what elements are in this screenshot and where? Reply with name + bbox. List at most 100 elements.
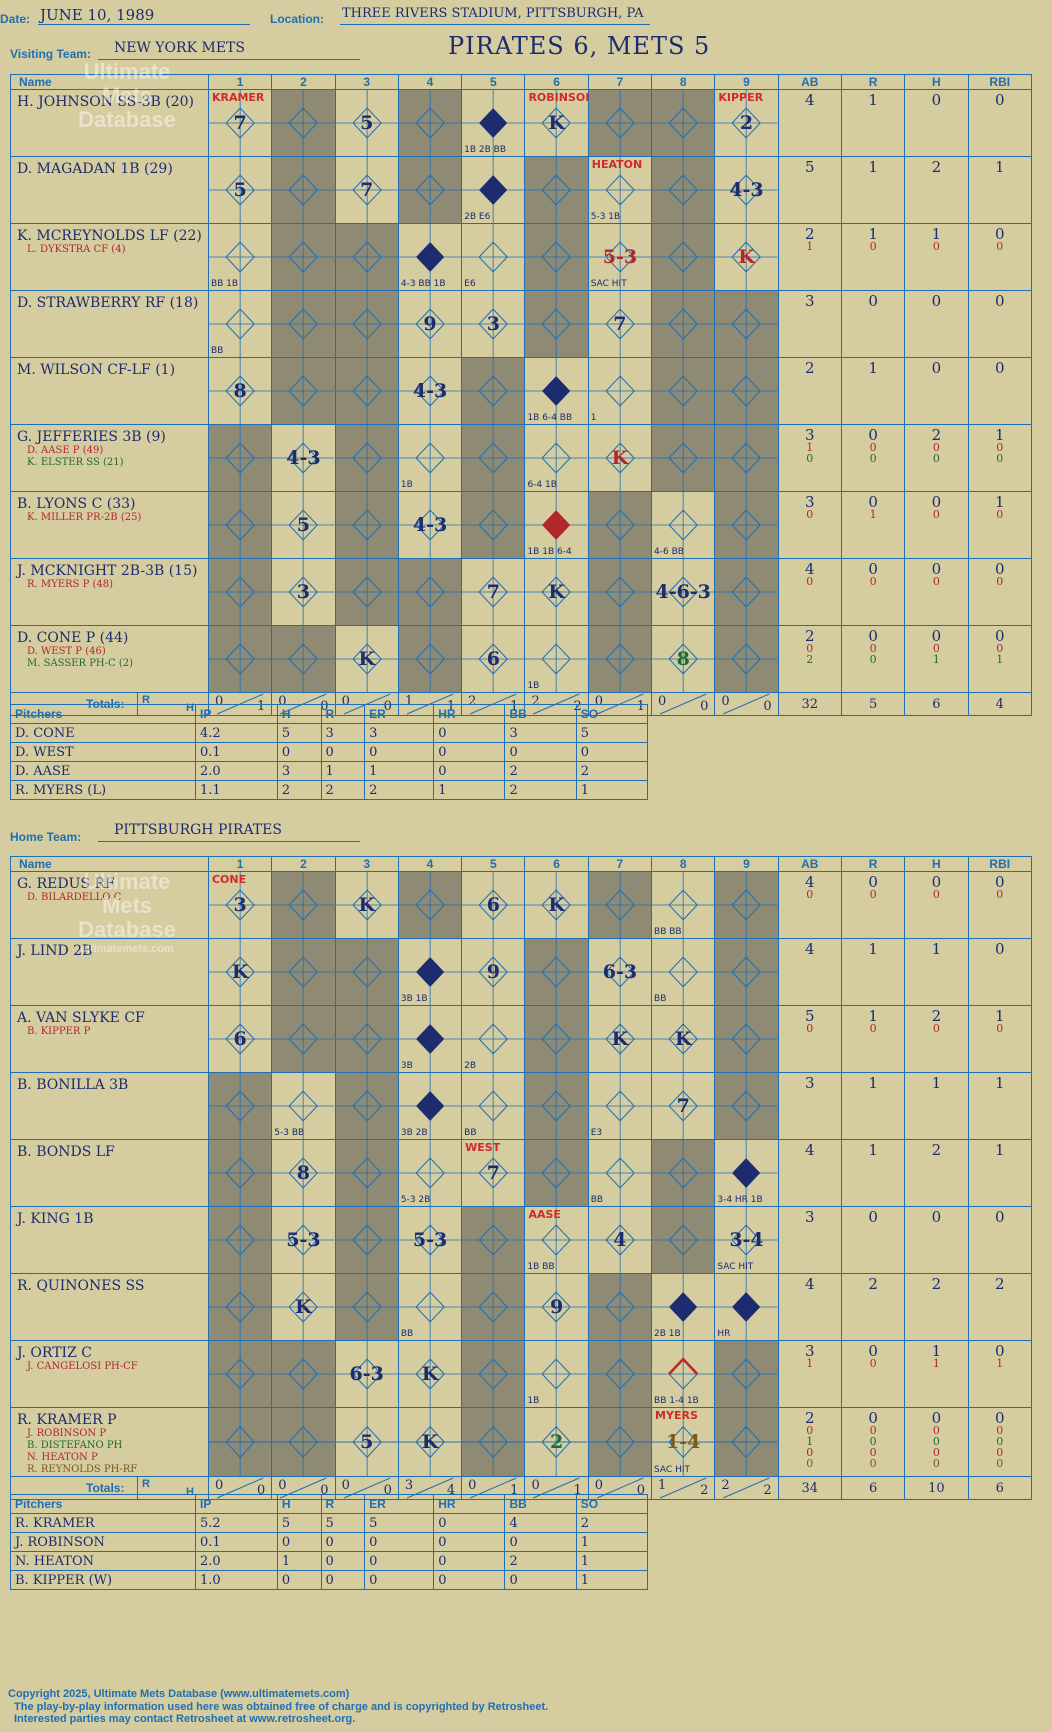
at-bat-cell: [461, 1206, 526, 1274]
rbi-cell: 1: [967, 156, 1033, 224]
r-value: 0: [869, 240, 877, 253]
at-bat-cell: [651, 223, 716, 291]
batter-cell: B. LYONS C (33) K. MILLER PR-2B (25): [10, 491, 209, 559]
diamond-icon: [462, 1073, 525, 1139]
play-result: 8: [676, 648, 690, 670]
at-bat-cell: [271, 290, 336, 358]
h-value: 1: [931, 225, 942, 243]
ab-value: 3: [805, 1208, 815, 1226]
at-bat-cell: 5-3: [271, 1206, 336, 1274]
base-notes: 4-3 BB 1B: [400, 279, 446, 289]
diamond-icon: [272, 425, 335, 491]
ab-value: 5: [805, 1007, 815, 1025]
at-bat-cell: [714, 871, 779, 939]
batter-cell: K. MCREYNOLDS LF (22) L. DYKSTRA CF (4): [10, 223, 209, 291]
diamond-icon: [208, 1006, 272, 1072]
at-bat-cell: 3B: [397, 1005, 463, 1073]
batter-row: D. MAGADAN 1B (29) 5 7 2B E6 HEATON 5-3 1B 4-3…: [10, 156, 1033, 224]
at-bat-cell: [334, 491, 399, 559]
diamond-icon: [525, 1073, 588, 1139]
at-bat-cell: 5: [334, 89, 399, 157]
batter-cell: M. WILSON CF-LF (1): [10, 357, 209, 425]
diamond-icon: [462, 492, 525, 558]
pitcher-row: R. KRAMER 5.2 5 5 5 0 4 2: [10, 1513, 649, 1533]
inning-hits: 4: [446, 1483, 456, 1498]
diamond-icon: [525, 157, 588, 223]
batter-name: J. MCKNIGHT 2B-3B (15): [17, 563, 198, 579]
slash-divider: [659, 693, 707, 715]
diamond-icon: [652, 1073, 715, 1139]
at-bat-cell: [651, 1206, 716, 1274]
total-h: 6: [904, 692, 969, 716]
at-bat-cell: [334, 938, 399, 1006]
diamond-icon: [588, 425, 652, 491]
diamond-icon: [715, 425, 778, 491]
rbi-value: 0: [996, 1424, 1004, 1437]
diamond-icon: [272, 626, 335, 692]
at-bat-cell: [271, 156, 336, 224]
inning-header: 3: [334, 74, 399, 90]
pitcher-stat: 2.0: [195, 1551, 278, 1571]
diamond-icon: [335, 90, 398, 156]
diamond-icon: [272, 1073, 335, 1139]
at-bat-cell: [714, 1072, 779, 1140]
diamond-icon: [652, 1006, 715, 1072]
visitors-pitching-table: Pitchers IP H R ER HR BB SO D. CONE 4.2 5 3 3 0 3 5 D. W…: [10, 704, 649, 800]
batter-name: G. JEFFERIES 3B (9): [17, 429, 166, 445]
r-value: 0: [869, 1457, 877, 1470]
ab-value: 5: [805, 158, 815, 176]
pitcher-stat: 0: [433, 1551, 506, 1571]
batter-row: D. STRAWBERRY RF (18) BB 9 3 7 3 0 0 0: [10, 290, 1033, 358]
ab-value: 1: [806, 1357, 814, 1370]
batter-row: G. JEFFERIES 3B (9) D. AASE P (49) K. ELST…: [10, 424, 1033, 492]
diamond-icon: [652, 939, 715, 1005]
pitching-header: R: [320, 1494, 366, 1514]
diamond-icon: [398, 1073, 462, 1139]
diamond-icon: [588, 1274, 652, 1340]
play-result: 9: [549, 1296, 564, 1318]
h-value: 0: [931, 627, 942, 645]
at-bat-cell: [334, 1206, 399, 1274]
diamond-icon: [208, 425, 272, 491]
play-result: K: [358, 894, 375, 916]
diamond-icon: [398, 1341, 462, 1407]
rbi-value: 1: [994, 1141, 1005, 1159]
rbi-value: 0: [996, 642, 1004, 655]
diamond-icon: [652, 1274, 715, 1340]
diamond-icon: [398, 1207, 462, 1273]
r-cell: 1: [840, 89, 906, 157]
pitcher-stat: 0: [433, 1532, 506, 1552]
at-bat-cell: K: [714, 223, 779, 291]
pitcher-stat: 2: [504, 761, 577, 781]
at-bat-cell: [651, 89, 716, 157]
pitching-header: HR: [433, 704, 506, 724]
h-value: 0: [931, 1208, 942, 1226]
pitching-header: Pitchers: [10, 704, 196, 724]
base-notes: 2B 1B: [654, 1329, 681, 1339]
diamond-icon: [272, 90, 335, 156]
at-bat-cell: 5-3 BB: [271, 1072, 336, 1140]
ab-value: 3: [805, 493, 815, 511]
at-bat-cell: 6-3: [587, 938, 653, 1006]
pitcher-change-note: MYERS: [655, 1409, 698, 1422]
inning-hits: 0: [383, 1483, 392, 1498]
r-header: R: [840, 856, 906, 872]
inning-hits: 2: [763, 1483, 772, 1498]
at-bat-cell: [334, 424, 399, 492]
batter-row: G. REDUS RF D. BILARDELLO C CONE 3 K 6 K BB BB 4…: [10, 871, 1033, 939]
diamond-icon: [588, 291, 652, 357]
pitcher-stat: 0: [276, 1570, 322, 1590]
pitcher-stat: 5.2: [195, 1513, 278, 1533]
diamond-icon: [588, 157, 652, 223]
diamond-icon: [335, 425, 398, 491]
diamond-icon: [462, 1207, 525, 1273]
base-notes: E3: [590, 1128, 603, 1138]
rbi-cell: 0: [967, 1206, 1033, 1274]
diamond-icon: [398, 291, 462, 357]
h-value: 0: [932, 240, 940, 253]
at-bat-cell: 4-3: [714, 156, 779, 224]
play-result: K: [421, 1363, 439, 1385]
inning-runs: 0: [594, 1478, 604, 1493]
